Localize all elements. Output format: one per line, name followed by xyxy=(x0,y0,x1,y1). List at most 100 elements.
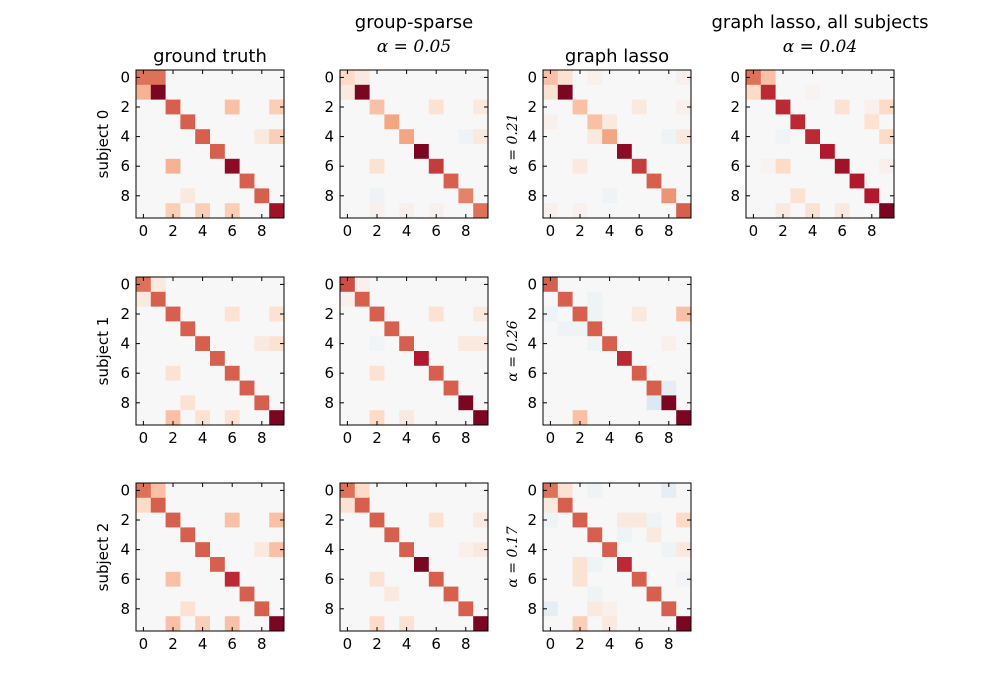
x-tick-label: 0 xyxy=(749,222,759,240)
heatmap-cell xyxy=(224,173,240,189)
heatmap-cell xyxy=(269,601,285,617)
heatmap-cell xyxy=(617,557,633,573)
heatmap-cell xyxy=(180,616,196,632)
heatmap-cell xyxy=(879,99,895,115)
heatmap-cell xyxy=(631,542,647,558)
heatmap-cell xyxy=(150,557,166,573)
heatmap-cell xyxy=(428,616,444,632)
heatmap-cell xyxy=(602,410,618,426)
heatmap-cell xyxy=(864,114,880,130)
heatmap-cell xyxy=(443,188,459,204)
heatmap-cell xyxy=(414,173,430,189)
heatmap-cell xyxy=(646,336,662,352)
x-tick-label: 2 xyxy=(575,429,585,447)
heatmap-cell xyxy=(646,203,662,219)
heatmap-cell xyxy=(136,395,152,411)
heatmap-panel-5: 0 0 2 2 4 4 6 6 8 8 xyxy=(324,275,489,447)
x-tick-label: 4 xyxy=(808,222,818,240)
heatmap-cell xyxy=(136,571,152,587)
heatmap-cell xyxy=(557,557,573,573)
heatmap-cell xyxy=(587,129,603,145)
heatmap-cell xyxy=(269,351,285,367)
heatmap-cell xyxy=(354,527,370,543)
heatmap-cell xyxy=(790,203,806,219)
heatmap-cell xyxy=(443,527,459,543)
x-tick-label: 6 xyxy=(431,222,441,240)
heatmap-cell xyxy=(631,173,647,189)
heatmap-cell xyxy=(340,144,356,160)
heatmap-cell xyxy=(254,497,270,513)
heatmap-cell xyxy=(195,203,211,219)
heatmap-cell xyxy=(617,70,633,86)
heatmap-cell xyxy=(340,542,356,558)
heatmap-cell xyxy=(746,129,762,145)
heatmap-cell xyxy=(849,129,865,145)
heatmap-panel-3: 0 0 2 2 4 4 6 6 8 8 graph lasso, all subjects α = 0… xyxy=(711,12,928,240)
heatmap-cell xyxy=(254,571,270,587)
heatmap-cell xyxy=(775,203,791,219)
heatmap-cell xyxy=(443,616,459,632)
heatmap-cell xyxy=(661,380,677,396)
heatmap-cell xyxy=(602,114,618,130)
heatmap-cell xyxy=(354,616,370,632)
heatmap-cell xyxy=(165,351,181,367)
heatmap-cell xyxy=(369,277,385,293)
heatmap-cell xyxy=(849,99,865,115)
heatmap-cell xyxy=(254,616,270,632)
heatmap-cell xyxy=(254,173,270,189)
heatmap-cell xyxy=(473,395,489,411)
heatmap-cell xyxy=(165,114,181,130)
heatmap-cell xyxy=(150,188,166,204)
panel-subtitle: α = 0.05 xyxy=(377,37,451,57)
heatmap-cell xyxy=(443,277,459,293)
y-tick-label: 2 xyxy=(527,305,537,323)
heatmap-cell xyxy=(443,70,459,86)
heatmap-cell xyxy=(572,99,588,115)
heatmap-cell xyxy=(458,291,474,307)
heatmap-cell xyxy=(849,70,865,86)
heatmap-cell xyxy=(587,173,603,189)
heatmap-cell xyxy=(572,351,588,367)
heatmap-cell xyxy=(384,203,400,219)
heatmap-cell xyxy=(473,512,489,528)
heatmap-cell xyxy=(458,512,474,528)
y-tick-label: 0 xyxy=(527,481,537,499)
y-tick-label: 6 xyxy=(527,570,537,588)
heatmap-cell xyxy=(617,114,633,130)
heatmap-cell xyxy=(617,158,633,174)
heatmap-cell xyxy=(661,291,677,307)
heatmap-cell xyxy=(399,380,415,396)
heatmap-cell xyxy=(254,527,270,543)
heatmap-cell xyxy=(676,173,692,189)
x-tick-label: 8 xyxy=(461,429,471,447)
heatmap-cell xyxy=(254,291,270,307)
heatmap-cell xyxy=(414,306,430,322)
heatmap-cell xyxy=(557,571,573,587)
heatmap-cell xyxy=(617,144,633,160)
heatmap-cell xyxy=(879,173,895,189)
heatmap-cell xyxy=(369,557,385,573)
heatmap-cell xyxy=(224,114,240,130)
heatmap-cell xyxy=(543,291,559,307)
heatmap-cell xyxy=(676,365,692,381)
x-tick-label: 4 xyxy=(605,222,615,240)
heatmap-cell xyxy=(879,70,895,86)
heatmap-cell xyxy=(180,557,196,573)
heatmap-cell xyxy=(180,158,196,174)
heatmap-cell xyxy=(631,527,647,543)
heatmap-cell xyxy=(269,542,285,558)
heatmap-cell xyxy=(369,114,385,130)
heatmap-cell xyxy=(676,351,692,367)
heatmap-cell xyxy=(543,527,559,543)
heatmap-cell xyxy=(399,527,415,543)
heatmap-cell xyxy=(676,586,692,602)
heatmap-cell xyxy=(661,203,677,219)
heatmap-cell xyxy=(399,306,415,322)
heatmap-cell xyxy=(224,395,240,411)
heatmap-cell xyxy=(180,395,196,411)
axes-frame xyxy=(339,482,489,632)
heatmap-cell xyxy=(443,203,459,219)
heatmap-cell xyxy=(587,188,603,204)
y-axis-label: α = 0.21 xyxy=(505,113,521,174)
heatmap-cell xyxy=(617,129,633,145)
